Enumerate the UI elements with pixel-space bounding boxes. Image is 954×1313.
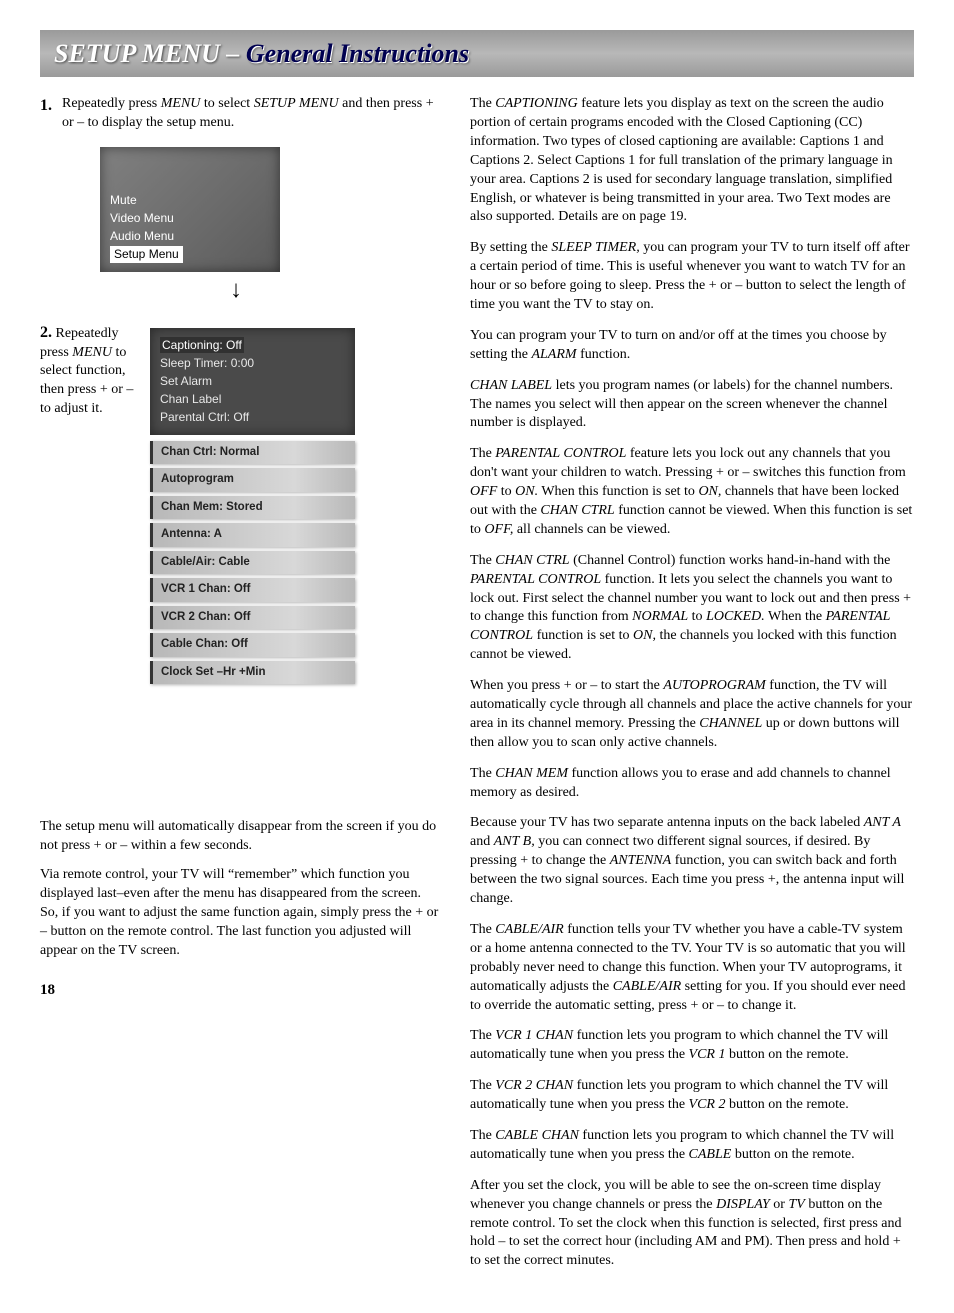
setup-item-vcr1: VCR 1 Chan: Off bbox=[150, 578, 355, 602]
page-title-bar: SETUP MENU – General Instructions bbox=[40, 30, 914, 77]
menu-keyword-2: MENU bbox=[72, 345, 112, 360]
title-dash: – bbox=[220, 39, 246, 68]
setup-item-chan-mem: Chan Mem: Stored bbox=[150, 496, 355, 520]
setup-item-chan-ctrl: Chan Ctrl: Normal bbox=[150, 441, 355, 465]
step-1-text: Repeatedly press MENU to select SETUP ME… bbox=[62, 95, 442, 133]
setup-chan-label: Chan Label bbox=[160, 390, 345, 408]
para-vcr1: The VCR 1 CHAN function lets you program… bbox=[470, 1027, 914, 1065]
para-chan-ctrl: The CHAN CTRL (Channel Control) function… bbox=[470, 552, 914, 665]
setup-captioning: Captioning: Off bbox=[160, 337, 244, 353]
setup-menu-top-screenshot: Captioning: Off Sleep Timer: 0:00 Set Al… bbox=[150, 328, 355, 435]
page-number: 18 bbox=[40, 980, 442, 1000]
setup-sleep-timer: Sleep Timer: 0:00 bbox=[160, 354, 345, 372]
two-column-layout: 1. Repeatedly press MENU to select SETUP… bbox=[40, 95, 914, 1283]
setup-item-cable-chan: Cable Chan: Off bbox=[150, 633, 355, 657]
step-2-text: 2. Repeatedly press MENU to select funct… bbox=[40, 322, 140, 419]
para-sleep-timer: By setting the SLEEP TIMER, you can prog… bbox=[470, 239, 914, 315]
menu-item-audio: Audio Menu bbox=[110, 227, 270, 245]
note-remember: Via remote control, your TV will “rememb… bbox=[40, 866, 442, 960]
menu-item-setup-selected: Setup Menu bbox=[110, 246, 183, 262]
setup-menu-stack: Captioning: Off Sleep Timer: 0:00 Set Al… bbox=[150, 322, 355, 689]
setup-item-antenna: Antenna: A bbox=[150, 523, 355, 547]
setup-item-clock-set: Clock Set –Hr +Min bbox=[150, 661, 355, 685]
main-menu-screenshot: Mute Video Menu Audio Menu Setup Menu bbox=[100, 147, 280, 272]
setup-set-alarm: Set Alarm bbox=[160, 372, 345, 390]
right-column: The CAPTIONING feature lets you display … bbox=[470, 95, 914, 1283]
title-general: General Instructions bbox=[246, 39, 469, 68]
step-2-number: 2. bbox=[40, 324, 52, 341]
para-parental: The PARENTAL CONTROL feature lets you lo… bbox=[470, 445, 914, 539]
step-1-number: 1. bbox=[40, 95, 62, 133]
para-autoprogram: When you press + or – to start the AUTOP… bbox=[470, 677, 914, 753]
para-clock: After you set the clock, you will be abl… bbox=[470, 1177, 914, 1271]
para-vcr2: The VCR 2 CHAN function lets you program… bbox=[470, 1077, 914, 1115]
para-chan-label: CHAN LABEL lets you program names (or la… bbox=[470, 377, 914, 434]
title-setup: SETUP MENU bbox=[54, 39, 220, 68]
setup-parental: Parental Ctrl: Off bbox=[160, 408, 345, 426]
para-chan-mem: The CHAN MEM function allows you to eras… bbox=[470, 765, 914, 803]
arrow-down-icon: ↓ bbox=[230, 278, 442, 302]
para-antenna: Because your TV has two separate antenna… bbox=[470, 814, 914, 908]
menu-keyword: MENU bbox=[161, 96, 201, 111]
note-auto-disappear: The setup menu will automatically disapp… bbox=[40, 818, 442, 856]
left-column: 1. Repeatedly press MENU to select SETUP… bbox=[40, 95, 442, 1283]
step-2-block: 2. Repeatedly press MENU to select funct… bbox=[40, 322, 442, 689]
setup-item-autoprogram: Autoprogram bbox=[150, 468, 355, 492]
setup-item-vcr2: VCR 2 Chan: Off bbox=[150, 606, 355, 630]
para-alarm: You can program your TV to turn on and/o… bbox=[470, 327, 914, 365]
menu-item-mute: Mute bbox=[110, 191, 270, 209]
setup-item-cable-air: Cable/Air: Cable bbox=[150, 551, 355, 575]
para-cable-chan: The CABLE CHAN function lets you program… bbox=[470, 1127, 914, 1165]
para-captioning: The CAPTIONING feature lets you display … bbox=[470, 95, 914, 227]
step-1: 1. Repeatedly press MENU to select SETUP… bbox=[40, 95, 442, 133]
setup-menu-keyword: SETUP MENU bbox=[254, 96, 339, 111]
menu-item-video: Video Menu bbox=[110, 209, 270, 227]
para-cable-air: The CABLE/AIR function tells your TV whe… bbox=[470, 921, 914, 1015]
